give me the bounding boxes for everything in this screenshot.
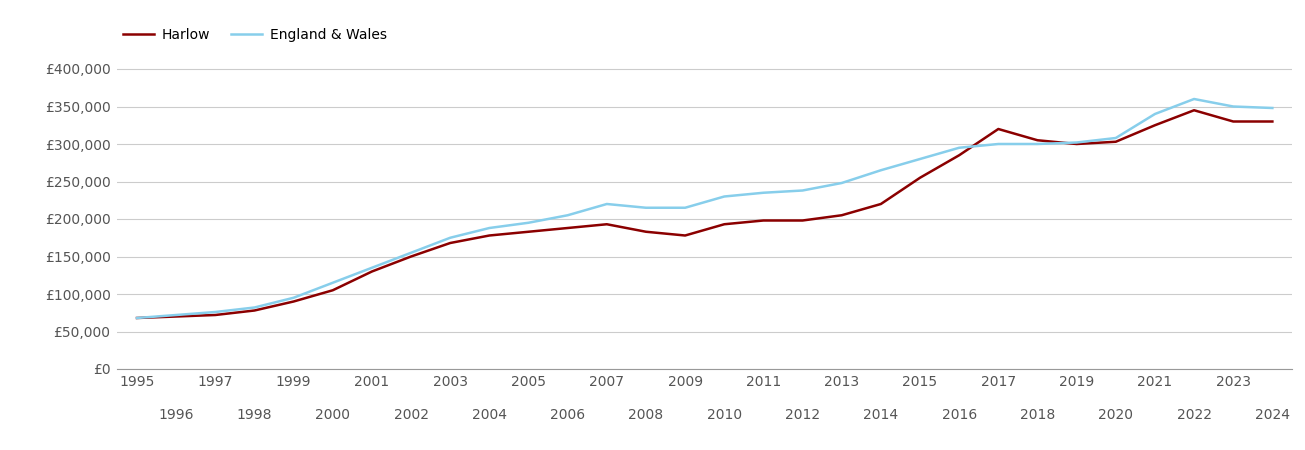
Line: Harlow: Harlow xyxy=(137,110,1272,318)
England & Wales xyxy=(677,205,693,211)
England & Wales xyxy=(442,235,458,240)
Text: 2014: 2014 xyxy=(864,408,898,422)
England & Wales xyxy=(129,315,145,321)
Text: 2002: 2002 xyxy=(394,408,428,422)
England & Wales xyxy=(207,309,223,315)
England & Wales xyxy=(1108,135,1124,141)
Text: 2020: 2020 xyxy=(1099,408,1133,422)
England & Wales xyxy=(638,205,654,211)
Harlow xyxy=(756,218,771,223)
Harlow xyxy=(1030,138,1045,143)
England & Wales xyxy=(795,188,810,193)
Harlow xyxy=(716,221,732,227)
England & Wales xyxy=(521,220,536,225)
England & Wales xyxy=(990,141,1006,147)
Harlow xyxy=(990,126,1006,132)
Text: 2006: 2006 xyxy=(551,408,585,422)
Harlow xyxy=(1108,139,1124,144)
Harlow xyxy=(1265,119,1280,124)
Harlow xyxy=(873,201,889,207)
England & Wales xyxy=(247,305,262,310)
Harlow xyxy=(677,233,693,238)
Harlow xyxy=(442,240,458,246)
England & Wales xyxy=(756,190,771,195)
England & Wales xyxy=(1147,111,1163,117)
Text: 2008: 2008 xyxy=(629,408,663,422)
Harlow xyxy=(599,221,615,227)
Line: England & Wales: England & Wales xyxy=(137,99,1272,318)
Text: 1998: 1998 xyxy=(236,408,273,422)
Harlow xyxy=(482,233,497,238)
Text: 2016: 2016 xyxy=(941,408,977,422)
England & Wales xyxy=(403,250,419,256)
England & Wales xyxy=(325,280,341,285)
Text: 2012: 2012 xyxy=(786,408,820,422)
England & Wales xyxy=(560,212,576,218)
Harlow xyxy=(286,299,301,304)
Text: 2022: 2022 xyxy=(1177,408,1211,422)
England & Wales xyxy=(286,295,301,301)
England & Wales xyxy=(834,180,850,186)
Harlow xyxy=(168,314,184,319)
England & Wales xyxy=(873,167,889,173)
England & Wales xyxy=(1265,105,1280,111)
Harlow xyxy=(403,254,419,259)
England & Wales xyxy=(364,265,380,270)
Text: 2024: 2024 xyxy=(1255,408,1289,422)
Harlow xyxy=(795,218,810,223)
Text: 1996: 1996 xyxy=(158,408,194,422)
England & Wales xyxy=(1225,104,1241,109)
England & Wales xyxy=(1030,141,1045,147)
England & Wales xyxy=(716,194,732,199)
Text: 2004: 2004 xyxy=(472,408,506,422)
Harlow xyxy=(834,212,850,218)
Harlow xyxy=(207,312,223,318)
England & Wales xyxy=(912,156,928,162)
Harlow xyxy=(1147,122,1163,128)
Text: 2018: 2018 xyxy=(1019,408,1056,422)
England & Wales xyxy=(599,201,615,207)
Harlow xyxy=(364,269,380,274)
Harlow xyxy=(912,175,928,180)
England & Wales xyxy=(951,145,967,150)
Harlow xyxy=(247,308,262,313)
Harlow xyxy=(560,225,576,231)
Legend: Harlow, England & Wales: Harlow, England & Wales xyxy=(117,22,393,48)
Harlow xyxy=(1069,141,1084,147)
Harlow xyxy=(951,153,967,158)
Harlow xyxy=(638,229,654,234)
Harlow xyxy=(1186,108,1202,113)
England & Wales xyxy=(1186,96,1202,102)
Harlow xyxy=(1225,119,1241,124)
Text: 2000: 2000 xyxy=(316,408,350,422)
England & Wales xyxy=(482,225,497,231)
England & Wales xyxy=(1069,140,1084,145)
England & Wales xyxy=(168,312,184,318)
Harlow xyxy=(325,288,341,293)
Text: 2010: 2010 xyxy=(707,408,741,422)
Harlow xyxy=(129,315,145,321)
Harlow xyxy=(521,229,536,234)
